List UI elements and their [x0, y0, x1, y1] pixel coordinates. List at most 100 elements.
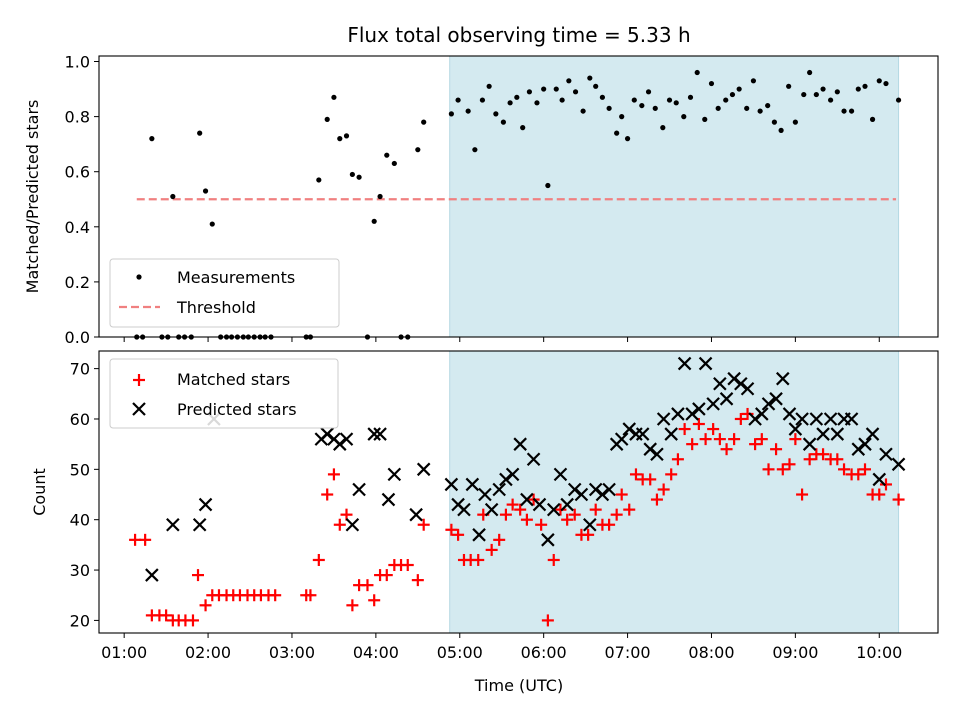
predicted-star-point [734, 376, 748, 391]
predicted-star-point [541, 533, 555, 547]
predicted-star-point [706, 397, 720, 411]
bottom-y-tick-label: 60 [70, 410, 90, 429]
top-legend: Measurements Threshold [109, 258, 340, 328]
predicted-star-point [339, 432, 354, 446]
measurement-point [792, 119, 798, 125]
measurement-point [778, 127, 784, 133]
predicted-star-point [788, 422, 803, 436]
predicted-star-point [381, 492, 396, 507]
matched-star-point [817, 448, 830, 461]
bottom-shaded-span [449, 350, 900, 634]
measurement-point [715, 105, 721, 111]
bottom-y-tick-label: 50 [70, 460, 90, 479]
matched-star-point [796, 488, 809, 501]
measurement-point [455, 97, 461, 103]
predicted-star-point [755, 407, 769, 421]
predicted-star-point [553, 467, 568, 482]
measurement-point [479, 97, 486, 103]
predicted-star-point [650, 447, 664, 462]
matched-star-point [776, 463, 789, 476]
matched-star-point [657, 483, 670, 496]
measurement-point [631, 97, 637, 103]
predicted-star-point [387, 467, 402, 482]
matched-star-point [749, 438, 762, 451]
measurement-point [209, 221, 215, 227]
bottom-y-tick-label: 30 [70, 561, 90, 580]
matched-star-point [535, 518, 548, 531]
measurement-point [545, 182, 551, 189]
predicted-star-point [145, 568, 159, 582]
predicted-star-point [656, 412, 671, 426]
predicted-star-point [583, 517, 597, 532]
matched-star-point [707, 423, 720, 436]
matched-star-point [713, 433, 726, 446]
measurement-point [757, 108, 763, 114]
matched-star-point [728, 433, 741, 446]
measurement-point [883, 80, 889, 87]
matched-star-point [762, 463, 775, 476]
measurement-point [566, 78, 572, 84]
measurement-point [149, 136, 155, 142]
matched-star-point [506, 498, 519, 511]
bottom-legend-matched-marker [133, 374, 145, 386]
measurement-point [639, 102, 645, 109]
measurement-point [593, 83, 599, 89]
measurement-point [807, 69, 813, 76]
matched-star-point [361, 579, 374, 592]
predicted-star-point [727, 371, 741, 386]
predicted-star-point [505, 467, 520, 482]
measurement-point [337, 136, 343, 142]
bottom-legend: Matched stars Predicted stars [109, 358, 339, 429]
x-tick-label: 07:00 [605, 643, 651, 662]
predicted-star-point [865, 427, 880, 441]
measurement-point [448, 111, 454, 117]
predicted-star-point [345, 517, 360, 532]
matched-star-point [610, 508, 623, 521]
matched-star-point [327, 468, 340, 481]
measurement-point [170, 193, 176, 200]
top-y-tick-label: 0.8 [65, 108, 90, 127]
measurement-point [559, 97, 565, 103]
predicted-star-point [567, 482, 582, 497]
matched-star-point [879, 478, 892, 491]
measurement-point [421, 119, 427, 125]
bottom-stars-layer [129, 356, 906, 627]
measurement-point [876, 78, 882, 84]
predicted-star-point [532, 497, 547, 512]
matched-star-point [783, 458, 796, 471]
matched-star-point [873, 488, 886, 501]
predicted-star-point [816, 427, 830, 441]
matched-star-point [603, 518, 616, 531]
predicted-star-point [809, 412, 824, 426]
predicted-star-point [320, 427, 334, 441]
bottom-y-tick-label: 40 [70, 511, 90, 530]
matched-star-point [499, 508, 512, 521]
predicted-star-point [602, 482, 616, 497]
bottom-y-axis-label: Count [30, 468, 49, 516]
predicted-star-point [748, 412, 762, 426]
measurement-point [694, 69, 700, 76]
predicted-star-point [776, 371, 790, 386]
predicted-star-point [513, 437, 527, 451]
predicted-star-point [367, 427, 381, 441]
predicted-star-point [891, 457, 906, 472]
matched-star-point [892, 493, 905, 506]
top-y-tick-label: 1.0 [65, 53, 90, 72]
predicted-star-point [166, 517, 180, 532]
matched-star-point [568, 508, 581, 521]
predicted-star-point [333, 437, 347, 451]
measurement-point [507, 100, 513, 106]
predicted-star-point [478, 487, 492, 502]
x-tick-label: 06:00 [521, 643, 567, 662]
predicted-star-point [635, 427, 650, 441]
bottom-y-tick-label: 20 [70, 611, 90, 630]
matched-star-point [520, 513, 533, 526]
top-legend-measurements-marker [136, 274, 142, 280]
measurement-point [486, 83, 492, 89]
measurement-point [673, 100, 679, 106]
measurement-point [316, 177, 322, 183]
measurement-point [750, 78, 757, 84]
measurement-point [606, 105, 612, 111]
predicted-star-point [465, 477, 480, 492]
predicted-star-point [677, 356, 692, 371]
